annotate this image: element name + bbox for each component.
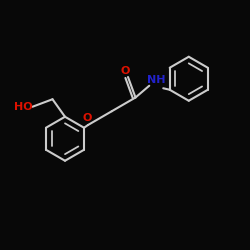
Text: HO: HO [14,102,33,112]
Text: O: O [82,113,92,123]
Text: O: O [121,66,130,76]
Text: NH: NH [147,74,166,85]
